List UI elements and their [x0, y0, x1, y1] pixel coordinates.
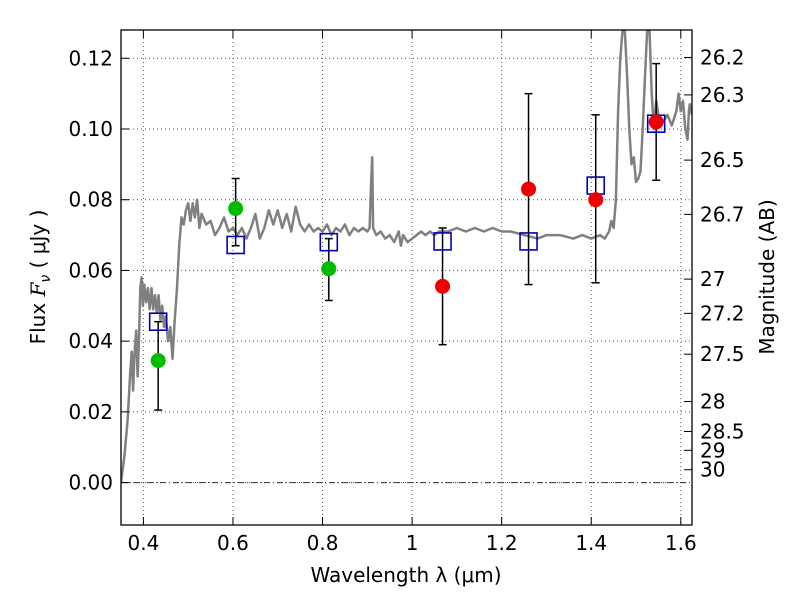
x-tick-label: 1.4	[575, 531, 607, 555]
x-tick-label: 0.6	[217, 531, 249, 555]
mag-tick-label: 30	[700, 458, 725, 482]
observed-flux-point-red	[435, 278, 451, 294]
x-tick-label: 1	[406, 531, 419, 555]
x-tick-label: 0.4	[127, 531, 159, 555]
observed-flux-point-green	[150, 353, 166, 369]
model-spectrum-line	[121, 30, 692, 483]
y-tick-label: 0.10	[68, 117, 113, 141]
mag-tick-label: 26.3	[700, 83, 745, 107]
y-tick-label: 0.12	[68, 46, 113, 70]
model-flux-square	[319, 232, 339, 252]
ticks: 0.4 0.6 0.8 1 1.2 1.4 1.6 0.00 0.02 0.04 0.06 0.08 0…	[68, 30, 745, 555]
mag-tick-label: 27.2	[700, 301, 745, 325]
mag-tick-label: 29	[700, 438, 725, 462]
plot-area	[121, 30, 692, 483]
mag-tick-label: 27.5	[700, 342, 745, 366]
x-tick-label: 1.6	[665, 531, 697, 555]
mag-tick-label: 27	[700, 267, 725, 291]
model-flux-square	[519, 232, 538, 251]
mag-tick-label: 26.2	[700, 45, 745, 69]
y-tick-label: 0.02	[68, 400, 113, 424]
grid	[121, 30, 692, 525]
observed-flux-point-red	[588, 192, 604, 208]
y-axis-title: Flux Fν ( μJy )	[26, 210, 54, 345]
x-tick-label: 0.8	[307, 531, 339, 555]
mag-tick-label: 28	[700, 390, 725, 414]
mag-tick-label: 28.5	[700, 419, 745, 443]
observed-flux-point-green	[321, 261, 337, 277]
y-tick-label: 0.04	[68, 329, 113, 353]
y-axis-right-title: Magnitude (AB)	[755, 199, 779, 354]
mag-tick-label: 26.7	[700, 202, 745, 226]
observed-flux-point-red	[648, 114, 664, 130]
y-tick-label: 0.06	[68, 258, 113, 282]
plot-frame	[120, 29, 693, 526]
model-flux-square	[148, 312, 168, 331]
y-tick-label: 0.00	[68, 471, 113, 495]
x-tick-label: 1.2	[486, 531, 518, 555]
y-tick-label: 0.08	[68, 188, 113, 212]
x-axis-title: Wavelength λ (μm)	[310, 563, 501, 587]
model-flux-square	[433, 232, 452, 251]
model-flux-square	[226, 235, 245, 255]
mag-tick-label: 26.5	[700, 148, 745, 172]
observed-flux-point-green	[228, 201, 244, 217]
observed-flux-point-red	[521, 181, 537, 197]
